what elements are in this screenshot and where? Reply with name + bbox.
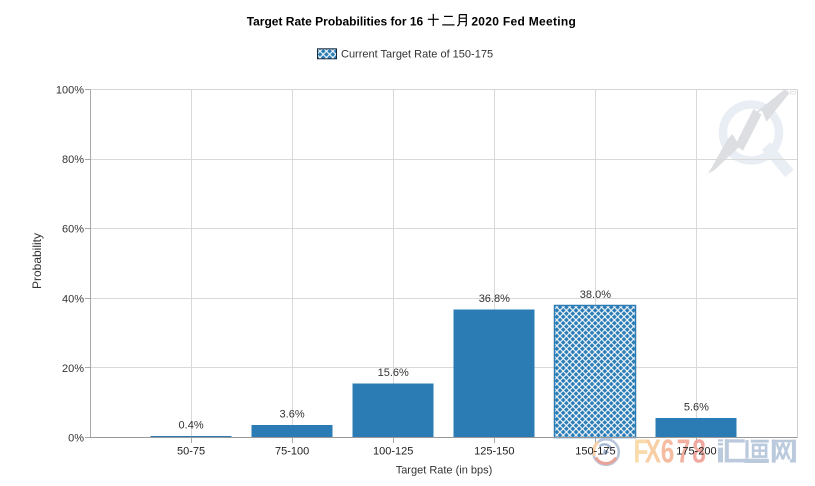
svg-text:Probability: Probability: [30, 233, 44, 289]
svg-text:0.4%: 0.4%: [179, 420, 204, 432]
svg-text:8: 8: [692, 434, 706, 470]
svg-text:100%: 100%: [56, 85, 84, 97]
svg-text:X: X: [645, 434, 662, 470]
svg-text:60%: 60%: [62, 224, 84, 236]
svg-text:125-150: 125-150: [474, 446, 514, 458]
svg-text:150-175: 150-175: [575, 446, 615, 458]
svg-text:Target Rate (in bps): Target Rate (in bps): [396, 465, 493, 477]
svg-text:50-75: 50-75: [177, 446, 205, 458]
svg-text:36.8%: 36.8%: [479, 293, 510, 305]
svg-text:0%: 0%: [68, 433, 84, 445]
svg-text:175-200: 175-200: [676, 446, 716, 458]
svg-text:15.6%: 15.6%: [378, 367, 409, 379]
svg-text:6: 6: [661, 434, 675, 470]
svg-text:75-100: 75-100: [275, 446, 309, 458]
svg-text:80%: 80%: [62, 154, 84, 166]
svg-text:3.6%: 3.6%: [280, 409, 305, 421]
svg-text:38.0%: 38.0%: [580, 289, 611, 301]
svg-text:Current Target Rate of 150-175: Current Target Rate of 150-175: [341, 48, 493, 60]
svg-text:40%: 40%: [62, 293, 84, 305]
svg-text:7: 7: [677, 434, 691, 470]
svg-text:5.6%: 5.6%: [684, 402, 709, 414]
svg-text:20%: 20%: [62, 363, 84, 375]
svg-text:Target Rate Probabilities for: Target Rate Probabilities for 16: [247, 14, 424, 28]
svg-text:F: F: [634, 434, 649, 470]
svg-text:2020 Fed Meeting: 2020 Fed Meeting: [468, 14, 576, 28]
svg-text:100-125: 100-125: [373, 446, 413, 458]
